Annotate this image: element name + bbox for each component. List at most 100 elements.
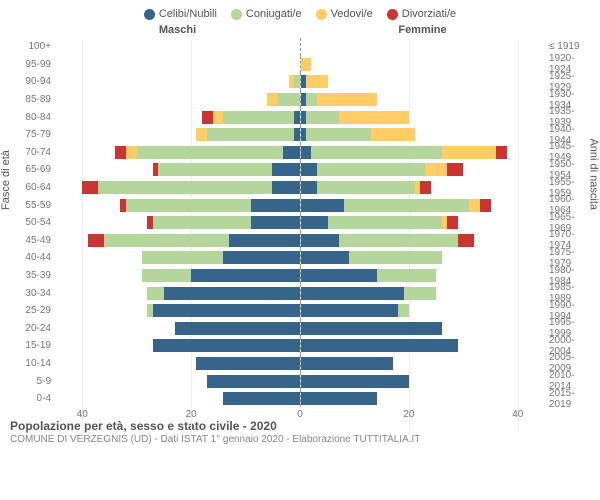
population-pyramid-chart: Celibi/NubiliConiugati/eVedovi/eDivorzia… [0, 0, 600, 500]
seg-w [469, 199, 480, 212]
age-row: 55-591960-1964 [10, 196, 590, 214]
seg-s [207, 375, 299, 388]
male-bar [55, 337, 301, 355]
legend: Celibi/NubiliConiugati/eVedovi/eDivorzia… [10, 8, 590, 20]
female-bar [301, 232, 546, 250]
seg-s [301, 392, 377, 405]
male-bar [55, 38, 301, 56]
seg-s [301, 269, 377, 282]
legend-label: Celibi/Nubili [159, 8, 217, 20]
female-bar [301, 302, 546, 320]
seg-m [153, 216, 251, 229]
male-bar [55, 179, 301, 197]
age-row: 5-92010-2014 [10, 372, 590, 390]
seg-d [115, 146, 126, 159]
age-label: 75-79 [10, 129, 55, 140]
female-bar [301, 284, 546, 302]
seg-m [404, 287, 437, 300]
legend-item-widowed: Vedovi/e [316, 8, 373, 20]
header-male: Maschi [55, 24, 300, 36]
age-label: 30-34 [10, 288, 55, 299]
seg-s [196, 357, 299, 370]
age-row: 0-4 2015-2019 [10, 390, 590, 408]
age-row: 10-142005-2009 [10, 355, 590, 373]
age-label: 0-4 [10, 393, 55, 404]
pyramid-rows: 100+≤ 191995-991920-192490-941925-192985… [10, 38, 590, 407]
male-bar [55, 73, 301, 91]
age-row: 95-991920-1924 [10, 56, 590, 74]
male-bar [55, 372, 301, 390]
seg-m [339, 234, 459, 247]
seg-m [311, 146, 441, 159]
age-row: 70-741945-1949 [10, 144, 590, 162]
female-bar [301, 56, 546, 74]
female-bar [301, 196, 546, 214]
seg-m [98, 181, 272, 194]
birth-year-label: ≤ 1919 [545, 41, 590, 52]
seg-s [301, 251, 350, 264]
age-label: 35-39 [10, 270, 55, 281]
seg-s [251, 199, 300, 212]
age-label: 5-9 [10, 376, 55, 387]
seg-s [301, 199, 344, 212]
seg-s [229, 234, 300, 247]
male-bar [55, 108, 301, 126]
seg-s [301, 322, 442, 335]
legend-item-married: Coniugati/e [231, 8, 302, 20]
female-bar [301, 372, 546, 390]
seg-w [213, 111, 224, 124]
seg-s [272, 181, 299, 194]
seg-m [147, 287, 163, 300]
age-row: 45-491970-1974 [10, 232, 590, 250]
seg-s [301, 287, 404, 300]
age-row: 100+≤ 1919 [10, 38, 590, 56]
seg-s [294, 128, 299, 141]
seg-m [126, 199, 251, 212]
female-bar [301, 320, 546, 338]
seg-s [301, 146, 312, 159]
male-bar [55, 302, 301, 320]
female-bar [301, 214, 546, 232]
y-axis-right-title: Anni di nascita [588, 138, 600, 210]
header-female: Femmine [300, 24, 545, 36]
seg-m [306, 93, 317, 106]
male-bar [55, 214, 301, 232]
male-bar [55, 196, 301, 214]
age-row: 85-891930-1934 [10, 91, 590, 109]
seg-m [158, 163, 272, 176]
seg-d [447, 163, 463, 176]
seg-m [306, 128, 371, 141]
female-bar [301, 38, 546, 56]
x-tick: 20 [403, 409, 414, 420]
seg-m [377, 269, 437, 282]
chart-subtitle: COMUNE DI VERZEGNIS (UD) - Dati ISTAT 1°… [10, 434, 590, 445]
seg-m [137, 146, 284, 159]
seg-s [272, 163, 299, 176]
seg-s [251, 216, 300, 229]
single-swatch [144, 9, 155, 20]
seg-s [283, 146, 299, 159]
male-bar [55, 144, 301, 162]
seg-s [153, 339, 300, 352]
female-bar [301, 73, 546, 91]
seg-s [294, 111, 299, 124]
headers-row: Maschi Femmine [10, 24, 590, 36]
divorced-swatch [387, 9, 398, 20]
age-row: 20-241995-1999 [10, 320, 590, 338]
seg-s [175, 322, 300, 335]
seg-s [301, 163, 317, 176]
birth-year-label: 2015-2019 [545, 388, 590, 410]
seg-d [458, 234, 474, 247]
chart-title: Popolazione per età, sesso e stato civil… [10, 419, 590, 433]
seg-d [82, 181, 98, 194]
seg-m [349, 251, 441, 264]
x-tick: 40 [77, 409, 88, 420]
age-label: 90-94 [10, 76, 55, 87]
age-row: 60-641955-1959 [10, 179, 590, 197]
age-label: 95-99 [10, 59, 55, 70]
seg-s [223, 251, 299, 264]
age-label: 85-89 [10, 94, 55, 105]
seg-s [223, 392, 299, 405]
male-bar [55, 267, 301, 285]
y-axis-left-title: Fasce di età [0, 150, 12, 210]
